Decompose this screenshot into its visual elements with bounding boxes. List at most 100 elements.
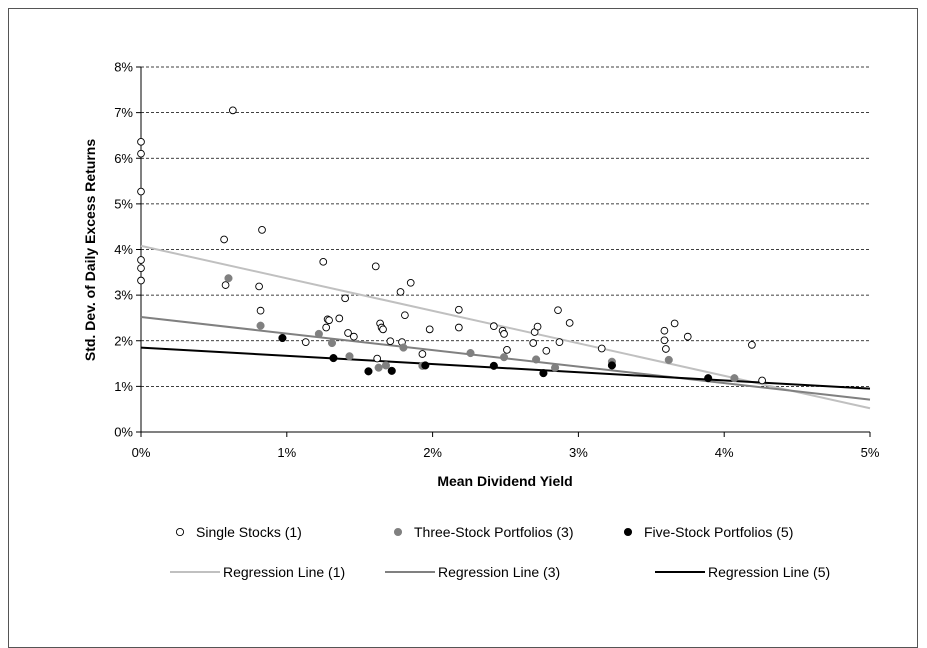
data-point-series-3 — [278, 333, 287, 343]
regression-line-3 — [140, 346, 871, 390]
data-point-series-1 — [597, 344, 606, 353]
data-point-series-1 — [489, 322, 498, 331]
data-point-series-2 — [345, 352, 354, 361]
y-tick-label: 8% — [114, 60, 133, 75]
data-point-series-1 — [221, 281, 230, 289]
legend-label: Three-Stock Portfolios (3) — [414, 524, 574, 540]
data-point-series-1 — [500, 330, 508, 338]
data-point-series-1 — [137, 256, 145, 264]
legend-marker — [175, 527, 185, 537]
data-point-series-3 — [387, 366, 396, 375]
legend-item: Single Stocks (1) — [175, 524, 302, 540]
data-point-series-2 — [224, 274, 233, 283]
data-point-series-1 — [137, 137, 145, 146]
data-point-series-1 — [255, 282, 263, 291]
data-point-series-2 — [327, 338, 337, 348]
data-point-series-1 — [350, 332, 358, 341]
y-tick-label: 5% — [114, 196, 133, 211]
data-points — [137, 106, 766, 385]
data-point-series-1 — [748, 341, 756, 349]
data-point-series-1 — [137, 149, 145, 158]
data-point-series-1 — [335, 314, 344, 323]
data-point-series-1 — [137, 187, 145, 196]
data-point-series-3 — [329, 354, 338, 363]
legend-marker — [393, 527, 403, 537]
data-point-series-3 — [421, 361, 430, 370]
data-point-series-3 — [539, 369, 548, 378]
y-tick-label: 2% — [114, 333, 133, 348]
legend-item: Regression Line (1) — [170, 564, 345, 580]
legend-label: Single Stocks (1) — [196, 524, 302, 540]
data-point-series-2 — [551, 363, 560, 372]
legend-label: Regression Line (5) — [708, 564, 830, 580]
data-point-series-1 — [670, 319, 679, 328]
legend: Single Stocks (1) Three-Stock Portfolios … — [170, 524, 830, 580]
y-tick-label: 7% — [114, 105, 133, 120]
data-point-series-1 — [325, 316, 333, 325]
data-point-series-1 — [660, 336, 669, 345]
data-point-series-2 — [399, 343, 408, 352]
data-point-series-2 — [664, 355, 673, 364]
data-point-series-1 — [341, 294, 349, 303]
data-point-series-1 — [554, 306, 562, 315]
y-tick-label: 1% — [114, 379, 133, 394]
data-point-series-1 — [256, 306, 265, 315]
data-point-series-1 — [322, 323, 331, 332]
x-tick-labels: 0% 1% 2% 3% 4% 5% — [132, 445, 880, 460]
data-point-series-1 — [319, 257, 328, 266]
data-point-series-1 — [533, 322, 542, 331]
legend-item: Three-Stock Portfolios (3) — [393, 524, 574, 540]
data-point-series-1 — [529, 339, 538, 347]
legend-item: Regression Line (3) — [385, 564, 560, 580]
data-point-series-1 — [425, 325, 434, 334]
data-point-series-1 — [220, 235, 228, 244]
data-point-series-2 — [466, 349, 475, 358]
data-point-series-1 — [683, 332, 692, 341]
data-point-series-1 — [379, 325, 387, 334]
data-point-series-1 — [371, 262, 380, 271]
y-axis-title: Std. Dev. of Daily Excess Returns — [82, 139, 98, 361]
data-point-series-2 — [314, 329, 323, 338]
data-point-series-3 — [607, 361, 616, 370]
data-point-series-1 — [396, 288, 405, 296]
data-point-series-1 — [137, 276, 145, 285]
y-tick-label: 3% — [114, 288, 133, 303]
data-point-series-2 — [374, 363, 383, 372]
scatter-chart: 0% 1% 2% 3% 4% 5% 6% 7% 8% 0% 1% 2% 3% 4% 5% Mean Div… — [82, 60, 880, 581]
data-point-series-1 — [301, 338, 310, 346]
data-point-series-1 — [555, 338, 564, 346]
data-point-series-1 — [229, 106, 237, 115]
axes — [136, 66, 871, 437]
data-point-series-1 — [454, 305, 463, 314]
data-point-series-1 — [660, 326, 669, 335]
x-axis-title: Mean Dividend Yield — [437, 473, 572, 489]
x-tick-label: 4% — [715, 445, 734, 460]
data-point-series-3 — [704, 374, 713, 383]
data-point-series-2 — [256, 321, 265, 330]
data-point-series-1 — [137, 264, 145, 273]
data-point-series-1 — [258, 226, 266, 234]
data-point-series-1 — [418, 350, 427, 358]
data-point-series-2 — [730, 374, 739, 383]
data-point-series-1 — [542, 346, 551, 355]
data-point-series-1 — [386, 337, 395, 346]
data-point-series-1 — [758, 376, 766, 385]
x-tick-label: 2% — [423, 445, 442, 460]
data-point-series-3 — [489, 361, 498, 370]
data-point-series-1 — [373, 354, 382, 363]
legend-label: Regression Line (1) — [223, 564, 345, 580]
data-point-series-2 — [499, 353, 509, 362]
x-tick-label: 3% — [569, 445, 588, 460]
data-point-series-1 — [401, 311, 409, 320]
data-point-series-1 — [406, 278, 415, 287]
y-tick-label: 4% — [114, 242, 133, 257]
legend-label: Five-Stock Portfolios (5) — [644, 524, 793, 540]
legend-item: Five-Stock Portfolios (5) — [623, 524, 793, 540]
x-tick-label: 0% — [132, 445, 151, 460]
data-point-series-1 — [565, 319, 574, 327]
y-tick-labels: 0% 1% 2% 3% 4% 5% 6% 7% 8% — [114, 60, 133, 440]
data-point-series-1 — [503, 346, 511, 354]
x-tick-label: 1% — [277, 445, 296, 460]
y-tick-label: 0% — [114, 425, 133, 440]
data-point-series-2 — [532, 355, 541, 364]
